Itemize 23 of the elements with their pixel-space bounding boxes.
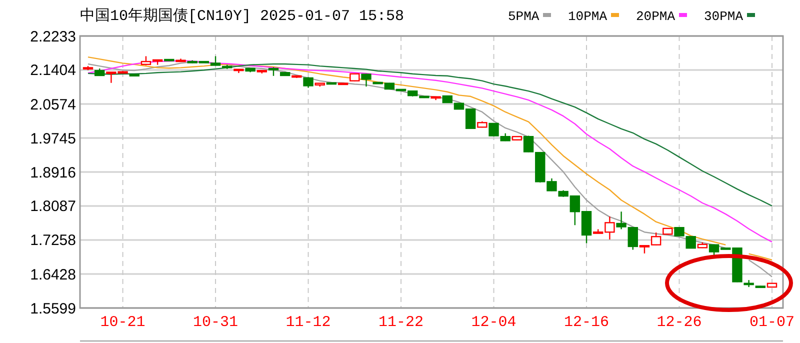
y-tick-label: 2.1404 [30,62,76,80]
y-tick-label: 1.9745 [30,130,76,148]
x-tick-label: 01-07 [749,314,795,331]
legend-label: 30PMA [704,9,744,24]
x-tick-label: 11-22 [378,314,424,331]
x-tick-label: 12-04 [471,314,516,331]
y-tick-label: 1.7258 [30,232,76,250]
legend-label: 10PMA [568,9,608,24]
chart-title: 中国10年期国债[CN10Y] 2025-01-07 15:58 [80,7,404,25]
y-tick-label: 1.5599 [30,300,76,318]
y-tick-label: 2.0574 [30,96,76,114]
y-tick-label: 2.2233 [30,28,76,46]
legend-label: 20PMA [636,9,676,24]
y-tick-label: 1.8087 [30,198,76,216]
line-series [87,63,773,206]
y-tick-label: 1.6428 [30,266,76,284]
x-tick-label: 10-31 [193,314,238,331]
x-tick-label: 12-26 [656,314,702,331]
x-tick-label: 10-21 [100,314,146,331]
x-tick-label: 11-12 [286,314,331,331]
legend-label: 5PMA [508,9,540,24]
x-tick-label: 12-16 [564,314,610,331]
y-tick-label: 1.8916 [30,164,76,182]
